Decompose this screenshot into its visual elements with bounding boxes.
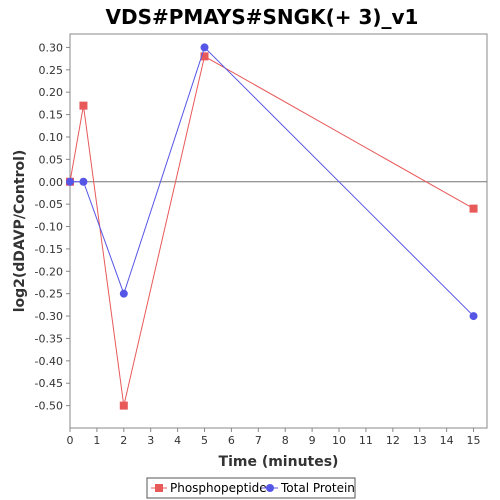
- data-point-total-protein: [66, 177, 74, 186]
- y-tick-label: -0.40: [35, 355, 63, 368]
- x-tick-label: 1: [93, 434, 100, 447]
- x-tick-label: 15: [467, 434, 481, 447]
- x-tick-label: 4: [174, 434, 181, 447]
- y-tick-label: -0.45: [35, 377, 63, 390]
- data-point-total-protein: [469, 312, 478, 321]
- y-tick-label: 0.30: [39, 41, 64, 54]
- chart-title: VDS#PMAYS#SNGK(+ 3)_v1: [106, 5, 419, 29]
- x-tick-label: 14: [440, 434, 454, 447]
- x-axis-label: Time (minutes): [219, 454, 339, 470]
- y-tick-label: 0.25: [39, 64, 64, 77]
- x-tick-label: 2: [120, 434, 127, 447]
- x-tick-label: 10: [332, 434, 346, 447]
- x-axis-ticks: 0 1 2 3 4 5 6 7 8 9 10 11 12 13 14 15: [67, 428, 481, 447]
- x-tick-label: 9: [309, 434, 316, 447]
- x-tick-label: 12: [386, 434, 400, 447]
- x-tick-label: 13: [413, 434, 427, 447]
- series-layer: [66, 43, 478, 410]
- y-tick-label: -0.20: [35, 265, 63, 278]
- y-tick-label: -0.15: [35, 243, 63, 256]
- legend-label-phosphopeptide: Phosphopeptide: [170, 481, 267, 495]
- y-tick-label: 0.10: [39, 131, 64, 144]
- x-tick-label: 5: [201, 434, 208, 447]
- legend: Phosphopeptide Total Protein: [146, 477, 356, 499]
- x-tick-label: 0: [67, 434, 74, 447]
- y-tick-label: -0.35: [35, 332, 63, 345]
- x-tick-label: 6: [228, 434, 235, 447]
- plot-area: [69, 33, 488, 429]
- y-tick-label: 0.05: [39, 153, 64, 166]
- y-axis-ticks: 0.30 0.25 0.20 0.15 0.10 0.05 0.00 -0.05 -0.10 -0…: [35, 41, 70, 413]
- legend-box: [146, 477, 356, 499]
- data-point-phosphopeptide: [200, 52, 209, 61]
- x-tick-label: 11: [359, 434, 373, 447]
- data-point-total-protein: [119, 289, 128, 298]
- legend-marker-total-protein: [266, 484, 274, 492]
- y-axis-label: log2(dDAVP/Control): [12, 150, 28, 313]
- x-tick-label: 8: [282, 434, 289, 447]
- data-point-total-protein: [200, 43, 209, 52]
- y-tick-label: -0.50: [35, 400, 63, 413]
- y-tick-label: 0.20: [39, 86, 64, 99]
- y-tick-label: -0.30: [35, 310, 63, 323]
- y-tick-label: 0.00: [39, 176, 64, 189]
- legend-label-total-protein: Total Protein: [280, 481, 355, 495]
- data-point-phosphopeptide: [469, 204, 478, 213]
- data-point-total-protein: [79, 177, 88, 186]
- y-tick-label: 0.15: [39, 109, 64, 122]
- legend-marker-phosphopeptide: [155, 484, 163, 492]
- y-tick-label: -0.25: [35, 288, 63, 301]
- x-tick-label: 7: [255, 434, 262, 447]
- y-tick-label: -0.10: [35, 221, 63, 234]
- data-point-phosphopeptide: [119, 401, 128, 410]
- data-point-phosphopeptide: [79, 101, 88, 110]
- x-tick-label: 3: [147, 434, 154, 447]
- y-tick-label: -0.05: [35, 198, 63, 211]
